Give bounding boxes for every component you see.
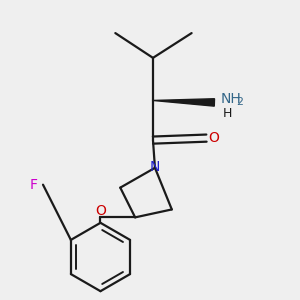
- Text: O: O: [208, 131, 219, 145]
- Text: F: F: [30, 178, 38, 192]
- Text: O: O: [95, 204, 106, 218]
- Text: N: N: [150, 160, 160, 174]
- Text: H: H: [223, 107, 232, 120]
- Text: 2: 2: [236, 98, 243, 107]
- Text: NH: NH: [220, 92, 241, 106]
- Polygon shape: [153, 99, 214, 106]
